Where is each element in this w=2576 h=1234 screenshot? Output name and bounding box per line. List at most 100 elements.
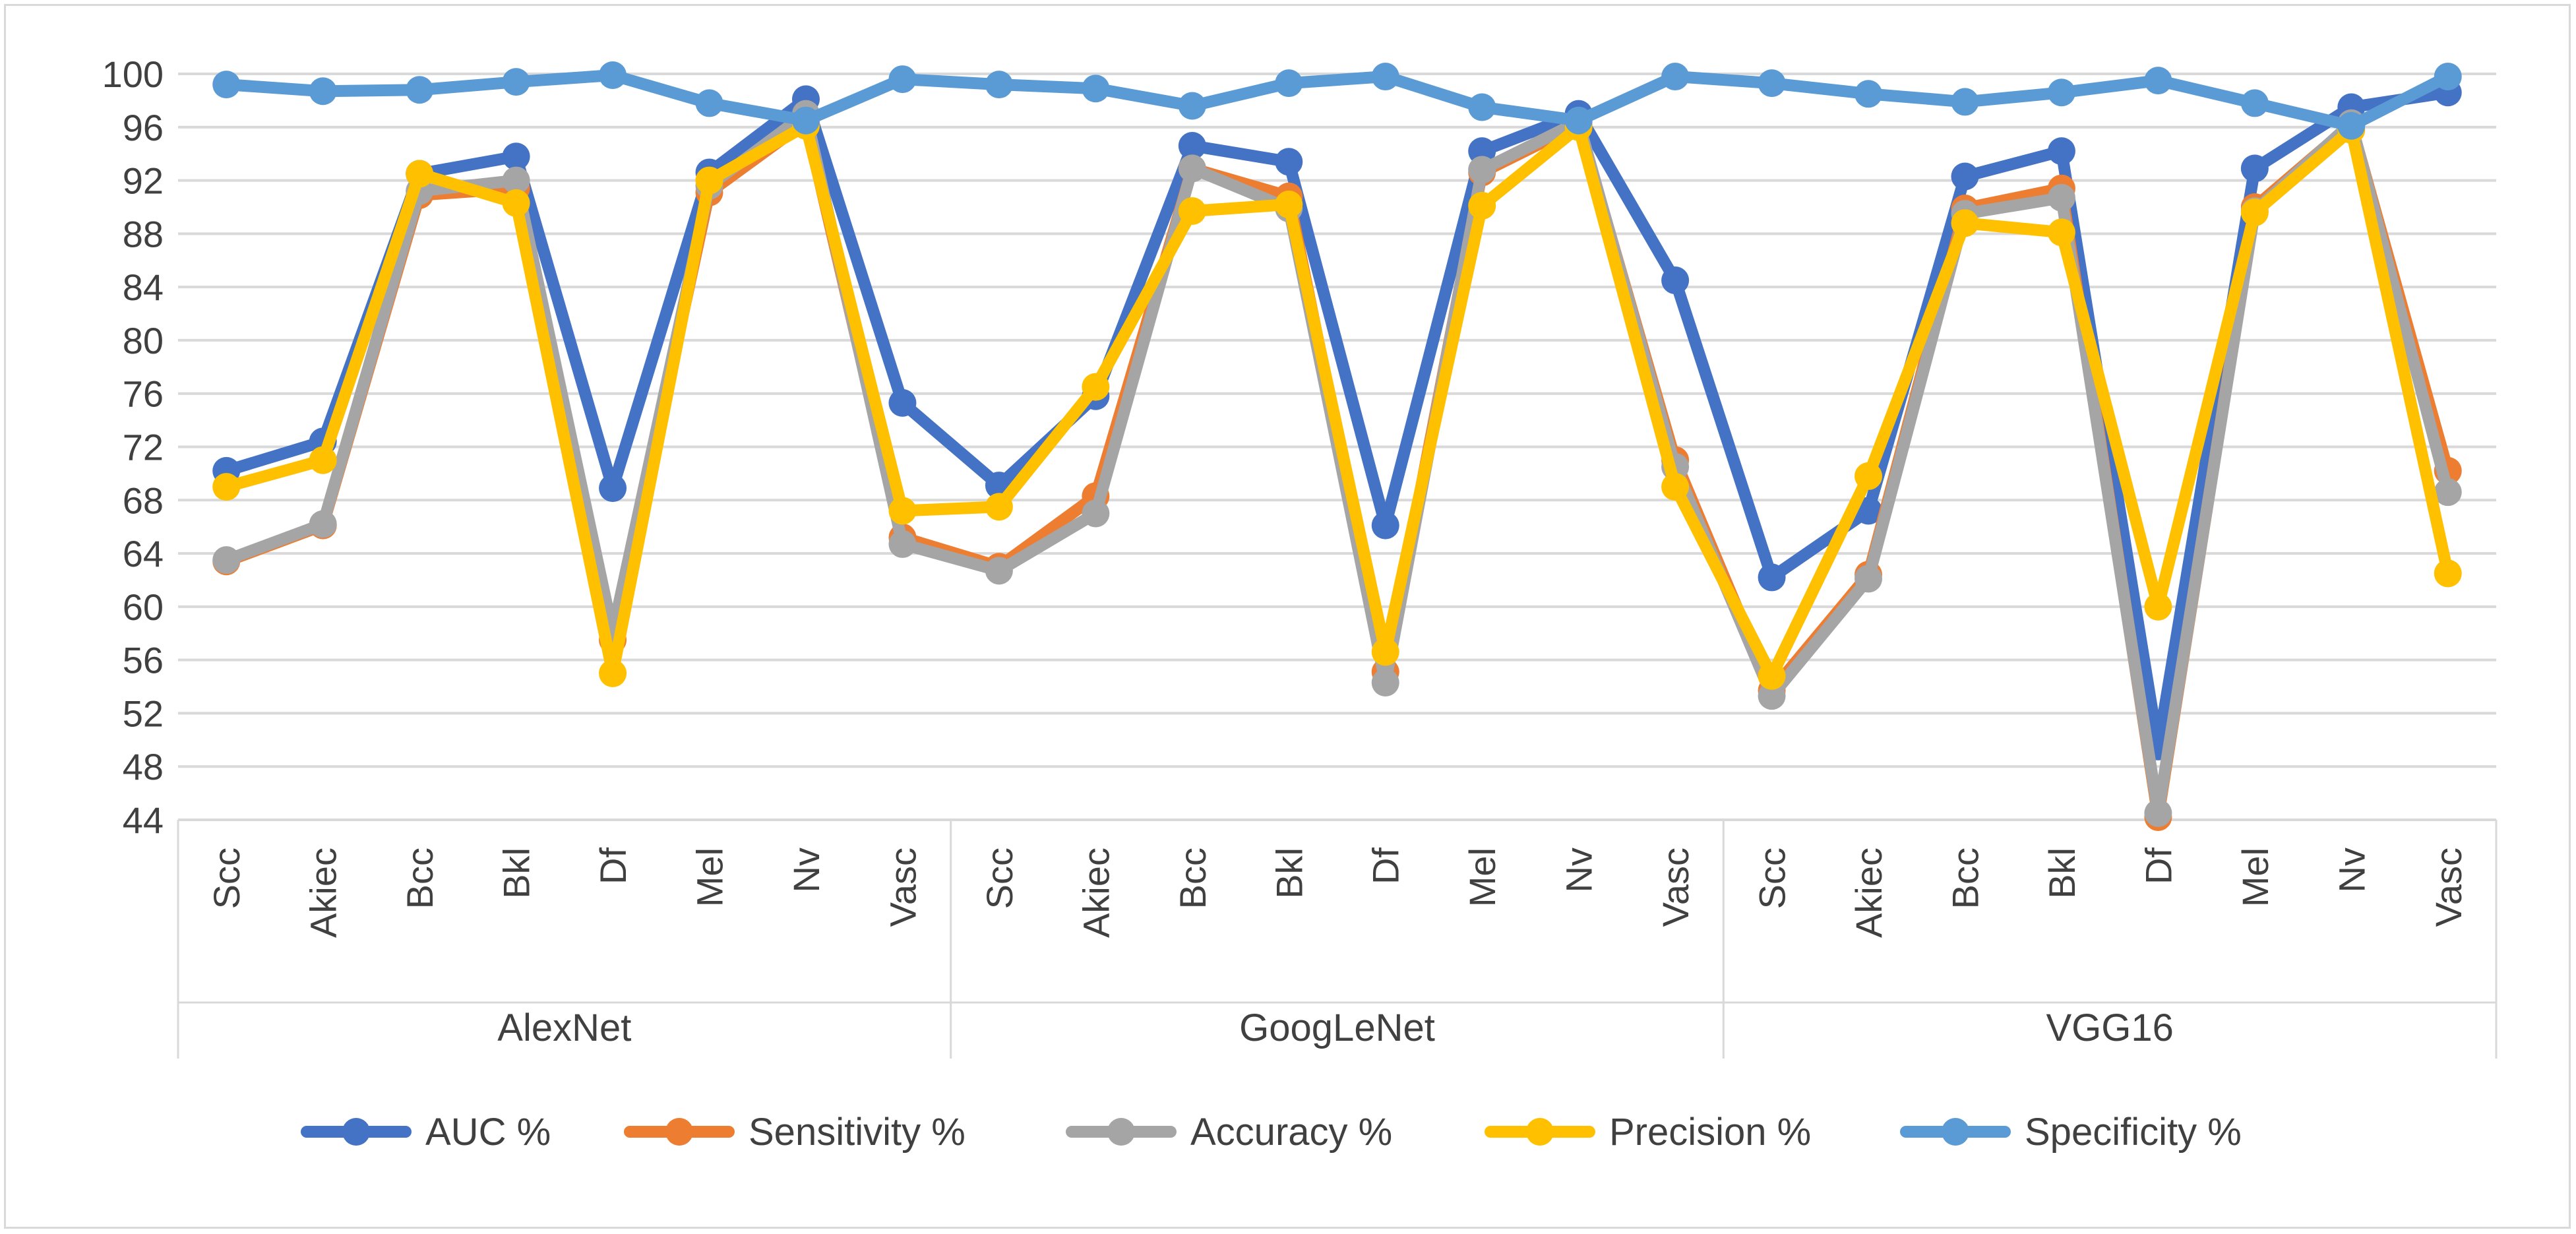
legend-label: Sensitivity % (749, 1111, 966, 1154)
data-point (1178, 154, 1206, 183)
data-point (1855, 80, 1883, 108)
data-point (1564, 106, 1593, 135)
x-tick-label: Nv (2331, 848, 2372, 892)
x-tick-label: Bkl (2041, 848, 2083, 899)
x-tick-label: Akiec (1075, 848, 1117, 938)
y-tick-label: 80 (123, 320, 164, 361)
y-tick-label: 60 (123, 586, 164, 628)
data-point (2144, 67, 2172, 95)
legend-entry: Accuracy % (1066, 1111, 1392, 1154)
data-point (2144, 592, 2172, 621)
data-point (1468, 191, 1496, 220)
data-point (599, 61, 627, 90)
data-point (1178, 197, 1206, 226)
data-point (888, 388, 917, 417)
data-point (2144, 799, 2172, 827)
x-tick-label: Vasc (2428, 848, 2469, 927)
x-tick-label: Nv (1558, 848, 1600, 892)
x-tick-label: Df (592, 848, 634, 884)
data-point (309, 446, 337, 474)
data-point (888, 497, 917, 525)
x-tick-label: Bcc (1172, 848, 1213, 909)
data-point (1082, 373, 1110, 401)
x-tick-label: Bcc (1944, 848, 1986, 909)
y-tick-label: 92 (123, 160, 164, 202)
data-point (2240, 154, 2269, 183)
x-tick-label: Scc (206, 848, 247, 909)
legend-entry: AUC % (301, 1111, 551, 1154)
data-point (309, 510, 337, 538)
series-line (220, 86, 2454, 753)
x-tick-label: Mel (689, 848, 731, 907)
series-3 (212, 111, 2462, 690)
x-tick-label: Scc (979, 848, 1020, 909)
data-point (1178, 92, 1206, 120)
y-tick-label: 64 (123, 533, 164, 574)
x-tick-label: Df (2137, 848, 2179, 884)
legend-label: AUC % (425, 1111, 551, 1154)
y-tick-label: 100 (102, 53, 164, 95)
data-point (2434, 63, 2462, 91)
data-point (1951, 162, 1979, 191)
data-point (406, 76, 434, 104)
data-point (2434, 559, 2462, 588)
data-point (1758, 662, 1786, 690)
series-line (220, 69, 2454, 132)
series-4 (212, 61, 2462, 140)
y-tick-label: 44 (123, 799, 164, 841)
legend-entry: Precision % (1485, 1111, 1811, 1154)
x-tick-label: Bcc (399, 848, 441, 909)
data-point (2240, 89, 2269, 117)
legend-entry: Specificity % (1900, 1111, 2242, 1154)
legend-label: Precision % (1609, 1111, 1811, 1154)
data-point (1371, 638, 1399, 666)
data-point (1371, 668, 1399, 696)
legend-label: Specificity % (2025, 1111, 2242, 1154)
data-point (1951, 209, 1979, 237)
data-point (212, 71, 241, 99)
data-point (599, 474, 627, 503)
data-point (212, 546, 241, 574)
data-point (309, 77, 337, 106)
data-point (502, 68, 530, 96)
data-point (1855, 462, 1883, 490)
group-label: VGG16 (2046, 1006, 2173, 1049)
group-label: AlexNet (497, 1006, 631, 1049)
y-tick-label: 68 (123, 479, 164, 521)
data-point (2047, 183, 2075, 212)
data-point (985, 557, 1013, 585)
data-point (2047, 78, 2075, 107)
data-point (1661, 266, 1690, 295)
data-point (2337, 111, 2366, 140)
data-point (1082, 75, 1110, 103)
series-0 (212, 78, 2462, 760)
x-tick-label: Bkl (496, 848, 537, 899)
data-point (212, 473, 241, 501)
x-tick-label: Nv (785, 848, 827, 892)
y-tick-label: 52 (123, 693, 164, 734)
x-tick-label: Vasc (1655, 848, 1696, 927)
data-point (888, 530, 917, 558)
legend-swatch-marker (665, 1118, 693, 1146)
data-point (2047, 137, 2075, 166)
x-tick-label: Mel (1461, 848, 1503, 907)
legend-swatch-marker (1942, 1118, 1969, 1146)
data-point (1468, 156, 1496, 184)
y-tick-label: 76 (123, 373, 164, 415)
x-tick-label: Bkl (1268, 848, 1310, 899)
legend-label: Accuracy % (1190, 1111, 1392, 1154)
data-point (1275, 190, 1303, 218)
y-tick-label: 56 (123, 640, 164, 681)
data-point (2240, 199, 2269, 227)
data-point (1468, 93, 1496, 121)
data-point (695, 89, 723, 117)
x-tick-label: Scc (1752, 848, 1793, 909)
data-point (1758, 69, 1786, 98)
data-point (1661, 63, 1690, 91)
data-point (406, 160, 434, 188)
data-point (502, 142, 530, 171)
data-point (888, 65, 917, 94)
data-point (1855, 565, 1883, 593)
data-point (599, 659, 627, 687)
